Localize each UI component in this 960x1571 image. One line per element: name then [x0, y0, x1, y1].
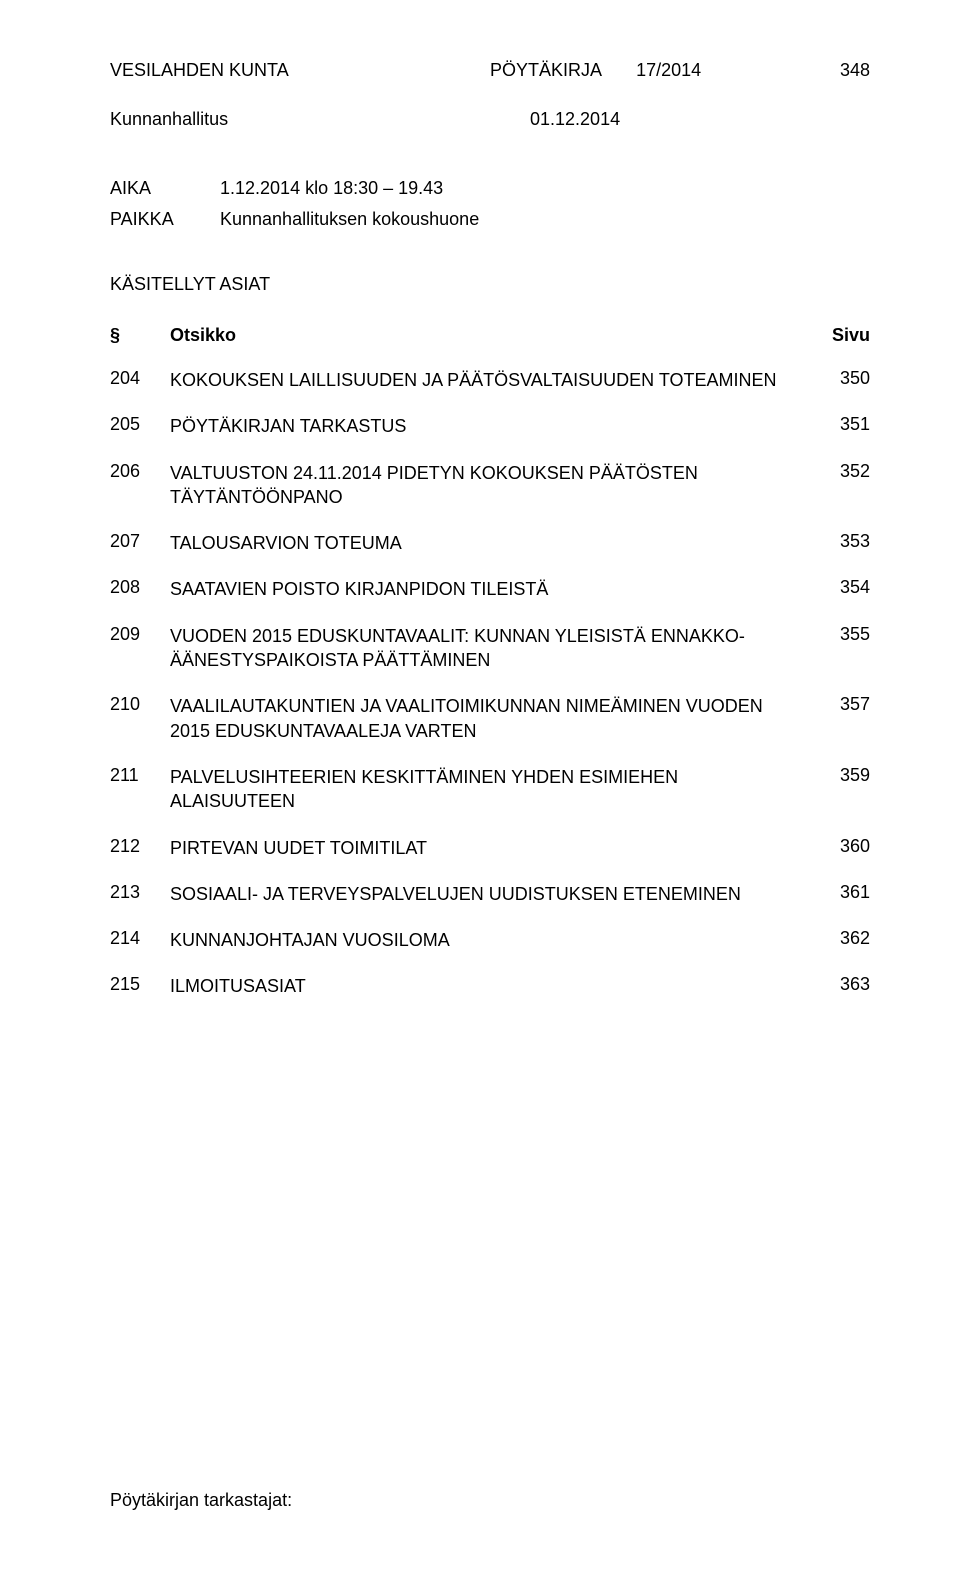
header-doc: PÖYTÄKIRJA 17/2014 — [410, 60, 790, 81]
col-header-page: Sivu — [810, 325, 870, 346]
item-page: 355 — [810, 624, 870, 645]
item-num: 206 — [110, 461, 170, 482]
paikka-value: Kunnanhallituksen kokoushuone — [220, 209, 870, 230]
item-title: KUNNANJOHTAJAN VUOSILOMA — [170, 928, 810, 952]
item-title: TALOUSARVION TOTEUMA — [170, 531, 810, 555]
item-title: SOSIAALI- JA TERVEYSPALVELUJEN UUDISTUKS… — [170, 882, 810, 906]
item-num: 213 — [110, 882, 170, 903]
item-title: ILMOITUSASIAT — [170, 974, 810, 998]
item-row: 210VAALILAUTAKUNTIEN JA VAALITOIMIKUNNAN… — [110, 694, 870, 743]
item-num: 211 — [110, 765, 170, 786]
item-num: 205 — [110, 414, 170, 435]
item-row: 205PÖYTÄKIRJAN TARKASTUS351 — [110, 414, 870, 438]
header-doc-type: PÖYTÄKIRJA — [490, 60, 601, 80]
aika-row: AIKA 1.12.2014 klo 18:30 – 19.43 — [110, 178, 870, 199]
item-title: VALTUUSTON 24.11.2014 PIDETYN KOKOUKSEN … — [170, 461, 810, 510]
item-page: 350 — [810, 368, 870, 389]
item-row: 211PALVELUSIHTEERIEN KESKITTÄMINEN YHDEN… — [110, 765, 870, 814]
item-title: VUODEN 2015 EDUSKUNTAVAALIT: KUNNAN YLEI… — [170, 624, 810, 673]
item-title: VAALILAUTAKUNTIEN JA VAALITOIMIKUNNAN NI… — [170, 694, 810, 743]
item-row: 215ILMOITUSASIAT363 — [110, 974, 870, 998]
item-row: 213SOSIAALI- JA TERVEYSPALVELUJEN UUDIST… — [110, 882, 870, 906]
item-num: 214 — [110, 928, 170, 949]
sub-header-body: Kunnanhallitus — [110, 109, 450, 130]
footer-text: Pöytäkirjan tarkastajat: — [110, 1490, 292, 1511]
header-doc-number: 17/2014 — [636, 60, 701, 80]
item-page: 359 — [810, 765, 870, 786]
item-num: 209 — [110, 624, 170, 645]
header-page-number: 348 — [790, 60, 870, 81]
item-row: 206VALTUUSTON 24.11.2014 PIDETYN KOKOUKS… — [110, 461, 870, 510]
item-row: 208SAATAVIEN POISTO KIRJANPIDON TILEISTÄ… — [110, 577, 870, 601]
header-row: VESILAHDEN KUNTA PÖYTÄKIRJA 17/2014 348 — [110, 60, 870, 81]
sub-header-date: 01.12.2014 — [450, 109, 870, 130]
item-title: KOKOUKSEN LAILLISUUDEN JA PÄÄTÖSVALTAISU… — [170, 368, 810, 392]
item-row: 204KOKOUKSEN LAILLISUUDEN JA PÄÄTÖSVALTA… — [110, 368, 870, 392]
item-page: 362 — [810, 928, 870, 949]
paikka-label: PAIKKA — [110, 209, 220, 230]
item-row: 207TALOUSARVION TOTEUMA353 — [110, 531, 870, 555]
item-page: 363 — [810, 974, 870, 995]
item-title: SAATAVIEN POISTO KIRJANPIDON TILEISTÄ — [170, 577, 810, 601]
col-header-num: § — [110, 325, 170, 346]
sub-header-row: Kunnanhallitus 01.12.2014 — [110, 109, 870, 130]
item-page: 357 — [810, 694, 870, 715]
header-org: VESILAHDEN KUNTA — [110, 60, 410, 81]
item-page: 361 — [810, 882, 870, 903]
item-page: 352 — [810, 461, 870, 482]
item-page: 351 — [810, 414, 870, 435]
item-num: 204 — [110, 368, 170, 389]
aika-label: AIKA — [110, 178, 220, 199]
item-title: PIRTEVAN UUDET TOIMITILAT — [170, 836, 810, 860]
paikka-row: PAIKKA Kunnanhallituksen kokoushuone — [110, 209, 870, 230]
item-row: 212PIRTEVAN UUDET TOIMITILAT360 — [110, 836, 870, 860]
item-row: 214KUNNANJOHTAJAN VUOSILOMA362 — [110, 928, 870, 952]
item-page: 354 — [810, 577, 870, 598]
item-num: 208 — [110, 577, 170, 598]
item-title: PÖYTÄKIRJAN TARKASTUS — [170, 414, 810, 438]
item-row: 209VUODEN 2015 EDUSKUNTAVAALIT: KUNNAN Y… — [110, 624, 870, 673]
item-num: 210 — [110, 694, 170, 715]
item-page: 353 — [810, 531, 870, 552]
item-num: 207 — [110, 531, 170, 552]
item-num: 212 — [110, 836, 170, 857]
col-header-title: Otsikko — [170, 325, 810, 346]
page: VESILAHDEN KUNTA PÖYTÄKIRJA 17/2014 348 … — [0, 0, 960, 1571]
item-title: PALVELUSIHTEERIEN KESKITTÄMINEN YHDEN ES… — [170, 765, 810, 814]
section-title: KÄSITELLYT ASIAT — [110, 274, 870, 295]
table-header-row: § Otsikko Sivu — [110, 325, 870, 346]
item-num: 215 — [110, 974, 170, 995]
items-container: 204KOKOUKSEN LAILLISUUDEN JA PÄÄTÖSVALTA… — [110, 368, 870, 999]
aika-value: 1.12.2014 klo 18:30 – 19.43 — [220, 178, 870, 199]
item-page: 360 — [810, 836, 870, 857]
